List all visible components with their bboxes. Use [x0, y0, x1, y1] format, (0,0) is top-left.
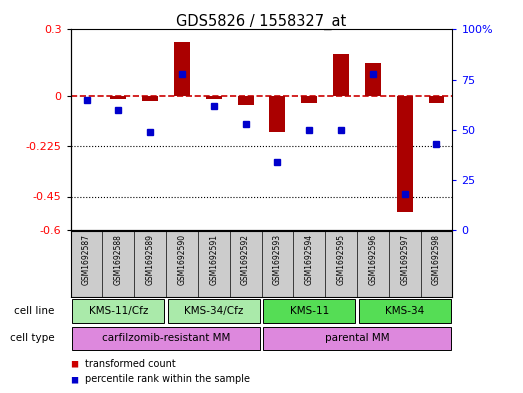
Text: GSM1692587: GSM1692587	[82, 234, 91, 285]
Text: cell line: cell line	[14, 306, 55, 316]
Bar	[110, 96, 126, 99]
Text: GDS5826 / 1558327_at: GDS5826 / 1558327_at	[176, 14, 347, 30]
Text: GSM1692588: GSM1692588	[114, 234, 123, 285]
Text: ◼: ◼	[71, 358, 79, 369]
Text: percentile rank within the sample: percentile rank within the sample	[85, 374, 250, 384]
Bar	[72, 327, 260, 350]
Bar	[397, 96, 413, 212]
Bar	[333, 54, 349, 96]
Bar	[174, 42, 190, 96]
Bar	[263, 299, 355, 323]
Text: GSM1692591: GSM1692591	[209, 234, 218, 285]
Text: parental MM: parental MM	[325, 333, 389, 343]
Bar	[142, 96, 158, 101]
Text: GSM1692593: GSM1692593	[273, 234, 282, 285]
Bar	[237, 96, 254, 105]
Bar	[206, 96, 222, 99]
Bar	[365, 63, 381, 96]
Text: KMS-11: KMS-11	[290, 306, 329, 316]
Bar	[359, 299, 451, 323]
Text: KMS-34: KMS-34	[385, 306, 424, 316]
Text: GSM1692594: GSM1692594	[305, 234, 314, 285]
Text: GSM1692590: GSM1692590	[177, 234, 187, 285]
Text: carfilzomib-resistant MM: carfilzomib-resistant MM	[102, 333, 230, 343]
Bar	[428, 96, 445, 103]
Text: ◼: ◼	[71, 374, 79, 384]
Bar	[168, 299, 260, 323]
Bar	[269, 96, 286, 132]
Text: GSM1692597: GSM1692597	[400, 234, 409, 285]
Text: GSM1692598: GSM1692598	[432, 234, 441, 285]
Text: transformed count: transformed count	[85, 358, 176, 369]
Bar	[263, 327, 451, 350]
Text: GSM1692592: GSM1692592	[241, 234, 250, 285]
Text: KMS-34/Cfz: KMS-34/Cfz	[184, 306, 244, 316]
Text: cell type: cell type	[10, 333, 55, 343]
Text: GSM1692596: GSM1692596	[368, 234, 378, 285]
Text: GSM1692589: GSM1692589	[145, 234, 155, 285]
Bar	[301, 96, 317, 103]
Bar	[72, 299, 164, 323]
Text: KMS-11/Cfz: KMS-11/Cfz	[88, 306, 148, 316]
Text: GSM1692595: GSM1692595	[336, 234, 346, 285]
